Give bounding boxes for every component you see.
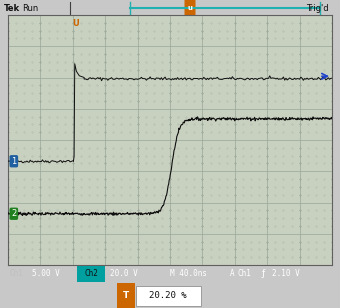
Text: M 40.0ns: M 40.0ns (170, 270, 207, 278)
FancyBboxPatch shape (117, 261, 135, 308)
Text: 5.00 V: 5.00 V (32, 270, 60, 278)
Text: Ch2: Ch2 (84, 270, 98, 278)
Text: ƒ: ƒ (262, 270, 265, 278)
Text: Tek: Tek (4, 4, 20, 13)
Text: 20.0 V: 20.0 V (110, 270, 138, 278)
Text: Run: Run (22, 4, 38, 13)
Text: 2.10 V: 2.10 V (272, 270, 300, 278)
Text: 1: 1 (11, 157, 16, 166)
Text: Ch1: Ch1 (10, 270, 24, 278)
Text: U: U (73, 19, 80, 28)
Bar (77, 266, 105, 282)
Text: Trig'd: Trig'd (306, 4, 329, 13)
Text: Ch1: Ch1 (238, 270, 252, 278)
Text: 2: 2 (11, 209, 16, 218)
Text: A: A (230, 270, 235, 278)
FancyBboxPatch shape (136, 286, 201, 306)
Text: u: u (187, 5, 192, 11)
Text: 20.20 %: 20.20 % (149, 291, 187, 300)
Text: T: T (123, 291, 129, 300)
FancyBboxPatch shape (185, 0, 195, 22)
